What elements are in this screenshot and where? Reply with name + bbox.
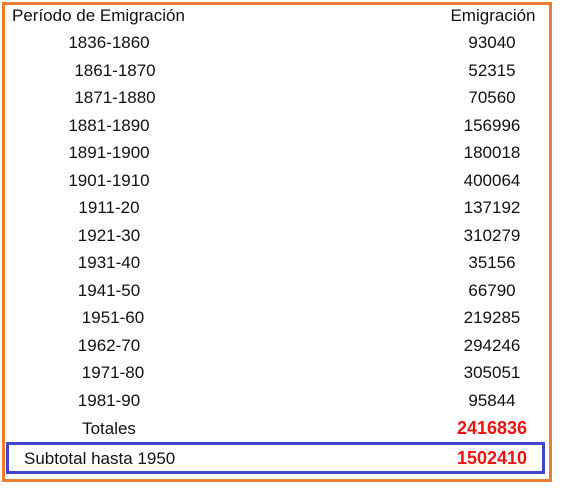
row-period: 1921-30 — [77, 226, 141, 245]
table-row: 1881-1890 156996 — [0, 112, 561, 139]
subtotal-highlight-box — [6, 442, 545, 474]
row-period: 1861-1870 — [74, 61, 156, 80]
row-value: 156996 — [463, 116, 521, 135]
row-period: 1871-1880 — [74, 88, 156, 107]
table-row: 1971-80 305051 — [0, 359, 561, 386]
row-period: 1891-1900 — [68, 143, 150, 162]
row-value: 400064 — [463, 171, 521, 190]
table-row: 1921-30 310279 — [0, 222, 561, 249]
table-row: 1981-90 95844 — [0, 387, 561, 414]
row-value: 95844 — [468, 391, 516, 410]
row-period: 1931-40 — [77, 253, 141, 272]
subtotal-value: 1502410 — [456, 448, 528, 468]
row-period: 1971-80 — [81, 363, 145, 382]
header-period: Período de Emigración — [12, 6, 185, 25]
table-header: Período de Emigración Emigración — [0, 2, 561, 29]
table-row: 1941-50 66790 — [0, 277, 561, 304]
row-period: 1901-1910 — [68, 171, 150, 190]
row-value: 219285 — [463, 308, 521, 327]
table-row: 1891-1900 180018 — [0, 139, 561, 166]
table-frame — [2, 2, 552, 482]
row-period: 1981-90 — [77, 391, 141, 410]
table-row: 1901-1910 400064 — [0, 167, 561, 194]
row-value: 52315 — [468, 61, 516, 80]
row-value: 137192 — [463, 198, 521, 217]
row-period: 1951-60 — [81, 308, 145, 327]
table-row: 1861-1870 52315 — [0, 57, 561, 84]
table-row: 1911-20 137192 — [0, 194, 561, 221]
subtotal-row: Subtotal hasta 1950 1502410 — [0, 445, 561, 472]
row-period: 1941-50 — [77, 281, 141, 300]
table-row: 1871-1880 70560 — [0, 84, 561, 111]
row-value: 70560 — [468, 88, 516, 107]
totals-row: Totales 2416836 — [0, 415, 561, 442]
row-value: 93040 — [468, 33, 516, 52]
subtotal-label: Subtotal hasta 1950 — [24, 449, 176, 468]
row-value: 310279 — [463, 226, 521, 245]
totals-label: Totales — [82, 419, 136, 438]
row-value: 305051 — [463, 363, 521, 382]
row-value: 35156 — [468, 253, 516, 272]
row-value: 180018 — [463, 143, 521, 162]
row-period: 1836-1860 — [68, 33, 150, 52]
row-period: 1911-20 — [78, 198, 140, 217]
row-period: 1881-1890 — [68, 116, 150, 135]
totals-value: 2416836 — [456, 418, 528, 438]
row-value: 66790 — [468, 281, 516, 300]
table-row: 1951-60 219285 — [0, 304, 561, 331]
table-row: 1836-1860 93040 — [0, 29, 561, 56]
table-row: 1931-40 35156 — [0, 249, 561, 276]
row-value: 294246 — [463, 336, 521, 355]
header-emigration: Emigración — [450, 6, 536, 25]
row-period: 1962-70 — [77, 336, 141, 355]
table-row: 1962-70 294246 — [0, 332, 561, 359]
